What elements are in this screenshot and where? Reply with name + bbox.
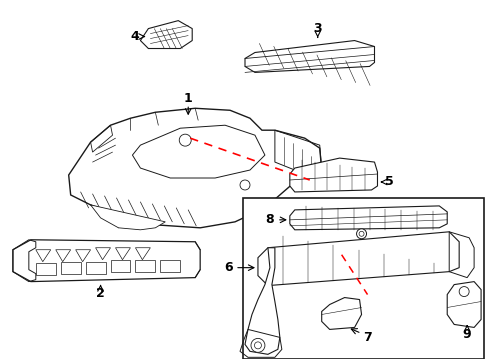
- Polygon shape: [91, 205, 165, 230]
- Text: 7: 7: [363, 331, 372, 344]
- Text: 3: 3: [314, 22, 322, 35]
- Circle shape: [254, 342, 262, 349]
- Polygon shape: [447, 282, 481, 328]
- Text: 2: 2: [96, 287, 105, 300]
- Text: 9: 9: [463, 328, 471, 341]
- Polygon shape: [290, 206, 447, 230]
- Text: 6: 6: [224, 261, 232, 274]
- Circle shape: [359, 231, 364, 236]
- Circle shape: [357, 229, 367, 239]
- Polygon shape: [258, 232, 459, 285]
- Circle shape: [251, 338, 265, 352]
- Polygon shape: [13, 240, 200, 282]
- Circle shape: [179, 134, 191, 146]
- Bar: [243, 198, 484, 359]
- Polygon shape: [322, 298, 362, 329]
- Text: 1: 1: [184, 92, 193, 105]
- Polygon shape: [290, 158, 377, 192]
- Circle shape: [240, 180, 250, 190]
- Polygon shape: [69, 108, 322, 228]
- Text: 4: 4: [130, 30, 139, 43]
- Polygon shape: [245, 248, 280, 354]
- Circle shape: [459, 287, 469, 297]
- Text: 5: 5: [385, 175, 394, 189]
- Text: 8: 8: [266, 213, 274, 226]
